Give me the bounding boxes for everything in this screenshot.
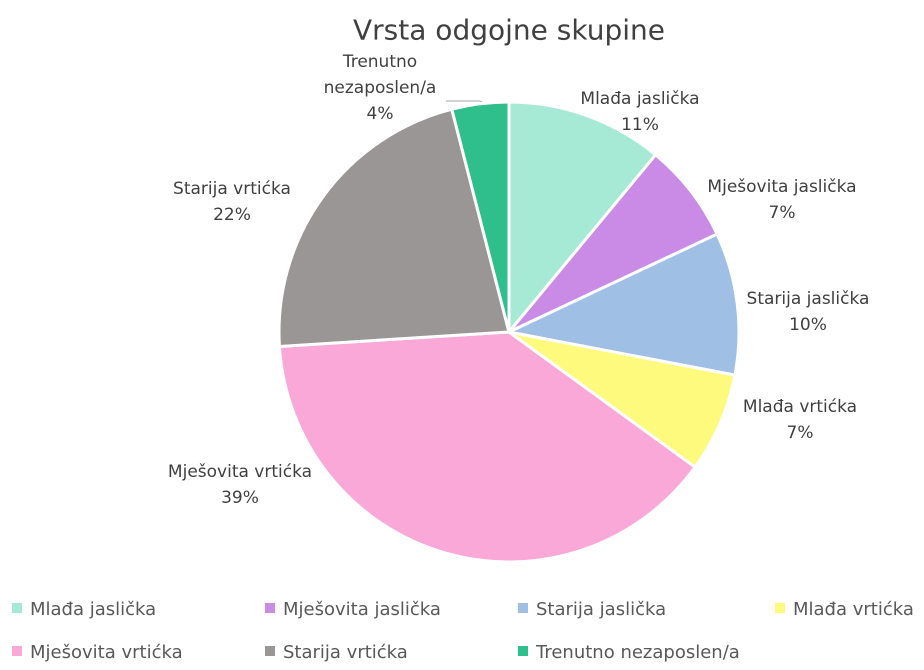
data-label-value: 22% [213,205,251,225]
legend-swatch [518,603,528,613]
legend-label: Starija jaslička [536,599,667,620]
pie-slice [504,232,741,377]
legend-item: Mješovita jaslička [265,599,441,620]
legend-label: Mješovita jaslička [283,599,441,620]
legend-item: Mješovita vrtićka [12,642,183,663]
data-label-name: Starija vrtićka [173,179,291,199]
pie-slice [507,100,658,337]
data-label-value: 10% [789,315,827,335]
data-label-value: 11% [621,115,659,135]
data-label-name: Mlađa jaslička [580,89,700,109]
pie-slice [277,330,698,564]
data-label-name: Starija jaslička [746,289,870,309]
legend-label: Mlađa vrtićka [793,599,914,620]
pie-slice [507,152,720,334]
data-label: Trenutno nezaposlen/a 4% [315,49,445,127]
data-label: Mješovita jaslička 7% [707,174,856,226]
data-label-name: Mlađa vrtićka [742,397,858,417]
legend-item: Starija vrtićka [265,642,408,663]
legend-label: Trenutno nezaposlen/a [536,642,740,663]
data-label: Starija vrtićka 22% [173,176,291,228]
legend-label: Mlađa jaslička [30,599,157,620]
data-label: Mlađa vrtićka 7% [743,394,857,446]
data-label: Starija jaslička 10% [747,286,870,338]
pie-slice [449,100,511,333]
data-label-name: Mješovita vrtićka [167,462,313,482]
legend-swatch [265,603,275,613]
pie-slice [277,107,511,349]
legend-swatch [12,603,22,613]
legend-item: Mlađa jaslička [12,599,156,620]
legend-swatch [518,646,528,656]
legend-swatch [775,603,785,613]
legend-item: Trenutno nezaposlen/a [518,642,740,663]
data-label: Mješovita vrtićka 39% [168,459,312,511]
data-label-value: 39% [221,488,259,508]
legend-label: Mješovita vrtićka [30,642,183,663]
data-label-value: 7% [768,203,796,223]
legend-label: Starija vrtićka [283,642,408,663]
legend-item: Mlađa vrtićka [775,599,914,620]
legend-item: Starija jaslička [518,599,666,620]
data-label: Mlađa jaslička 11% [580,86,699,138]
chart-title: Vrsta odgojne skupine [353,13,665,47]
data-label-value: 4% [366,104,394,124]
pie-slice [508,330,737,470]
data-label-name: Trenutno nezaposlen/a [323,52,437,98]
data-label-value: 7% [786,423,814,443]
data-label-name: Mješovita jaslička [707,177,857,197]
legend-swatch [265,646,275,656]
legend-swatch [12,646,22,656]
